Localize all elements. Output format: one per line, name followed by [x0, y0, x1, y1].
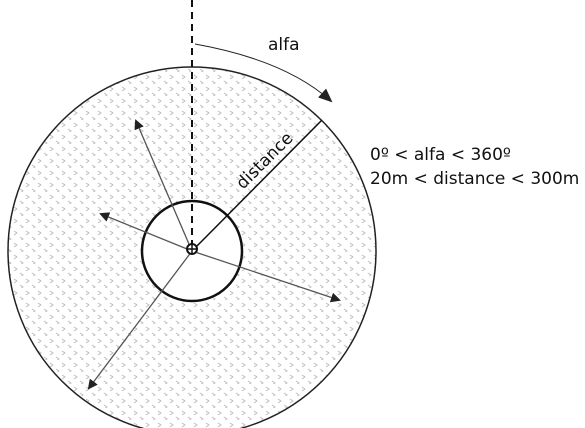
angle-label: alfa [268, 35, 300, 55]
angle-arrow [194, 43, 333, 103]
distance-line [191, 119, 323, 252]
range-text: 0º < alfa < 360º [370, 145, 511, 165]
arrow [191, 250, 341, 303]
arrow [87, 250, 193, 390]
range-text: 20m < distance < 300m [370, 169, 579, 189]
arrow [99, 212, 193, 252]
arrow [134, 119, 193, 252]
direction-arrows [87, 119, 341, 390]
